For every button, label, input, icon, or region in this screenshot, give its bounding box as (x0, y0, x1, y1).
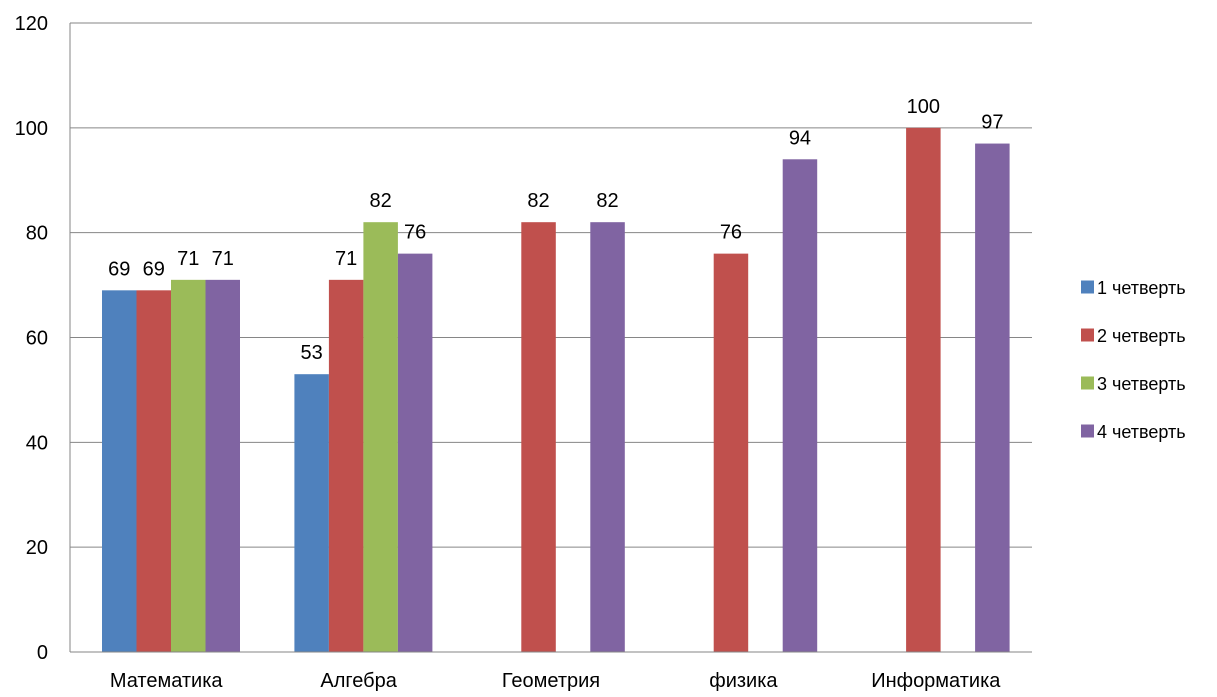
y-tick-label: 20 (26, 537, 48, 559)
bar-2-5 (906, 127, 941, 653)
bar-2-1 (136, 290, 171, 652)
legend-label: 1 четверть (1097, 278, 1186, 298)
x-tick-label: Алгебра (320, 670, 397, 692)
data-label: 71 (212, 248, 234, 270)
data-label: 69 (143, 258, 165, 280)
data-label: 94 (789, 127, 811, 149)
data-label: 82 (596, 190, 618, 212)
data-label: 82 (527, 190, 549, 212)
data-label: 82 (370, 190, 392, 212)
data-label: 69 (108, 258, 130, 280)
data-label: 53 (301, 342, 323, 364)
bar-2-2 (328, 279, 364, 652)
legend-label: 4 четверть (1097, 422, 1186, 442)
bar-4-2 (397, 253, 433, 652)
x-tick-label: Геометрия (502, 670, 600, 692)
y-tick-label: 120 (15, 13, 48, 35)
bar-3-2 (363, 222, 398, 652)
data-labels-layer: 69 69 71 71 53 71 82 76 82 82 76 94 100 97 (108, 96, 1003, 364)
bar-4-4 (782, 159, 818, 653)
bar-2-3 (521, 222, 556, 652)
bar-4-1 (205, 279, 240, 652)
legend-label: 2 четверть (1097, 326, 1186, 346)
data-label: 76 (720, 222, 742, 244)
data-label: 76 (404, 222, 426, 244)
legend-swatch (1081, 424, 1094, 438)
legend-swatch (1081, 280, 1094, 294)
y-tick-label: 0 (37, 642, 48, 664)
bar-4-3 (590, 222, 625, 652)
bars-layer (102, 127, 1010, 653)
x-tick-label: физика (709, 670, 778, 692)
legend-label: 3 четверть (1097, 374, 1186, 394)
bar-1-2 (294, 374, 329, 652)
bar-3-1 (171, 279, 206, 652)
x-tick-label: Математика (110, 670, 224, 692)
y-tick-label: 60 (26, 328, 48, 350)
legend: 1 четверть 2 четверть 3 четверть 4 четверть (1081, 278, 1186, 442)
axis-layer: 0 20 40 60 80 100 120 Математика Алгебра Геометри… (15, 13, 1032, 692)
data-label: 71 (335, 248, 357, 270)
y-tick-label: 100 (15, 118, 48, 140)
legend-swatch (1081, 376, 1094, 390)
data-label: 97 (981, 112, 1003, 134)
legend-swatch (1081, 328, 1094, 342)
data-label: 100 (907, 96, 940, 118)
x-tick-label: Информатика (871, 670, 1001, 692)
y-tick-label: 80 (26, 223, 48, 245)
bar-2-4 (713, 253, 749, 652)
y-tick-label: 40 (26, 432, 48, 454)
bar-4-5 (975, 143, 1010, 652)
data-label: 71 (177, 248, 199, 270)
bar-1-1 (102, 290, 137, 652)
